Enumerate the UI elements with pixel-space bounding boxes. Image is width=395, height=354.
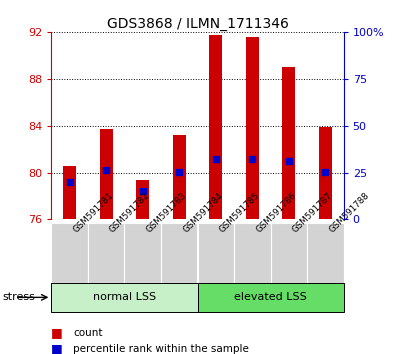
Bar xyxy=(51,283,198,312)
Bar xyxy=(63,166,76,219)
Text: GSM591783: GSM591783 xyxy=(145,190,188,234)
Bar xyxy=(88,223,124,283)
Title: GDS3868 / ILMN_1711346: GDS3868 / ILMN_1711346 xyxy=(107,17,288,31)
Text: GSM591787: GSM591787 xyxy=(291,190,334,234)
Point xyxy=(249,156,256,161)
Text: GSM591784: GSM591784 xyxy=(181,190,225,234)
Text: GSM591785: GSM591785 xyxy=(218,190,261,234)
Bar xyxy=(271,223,307,283)
Text: elevated LSS: elevated LSS xyxy=(234,292,307,302)
Bar xyxy=(307,223,344,283)
Text: GSM591786: GSM591786 xyxy=(254,190,298,234)
Text: normal LSS: normal LSS xyxy=(93,292,156,302)
Bar xyxy=(198,283,344,312)
Point xyxy=(66,179,73,185)
Point xyxy=(286,159,292,164)
Text: ■: ■ xyxy=(51,342,63,354)
Bar xyxy=(246,36,259,219)
Point xyxy=(139,188,146,194)
Text: GSM591781: GSM591781 xyxy=(71,190,115,234)
Bar xyxy=(136,179,149,219)
Text: GSM591788: GSM591788 xyxy=(327,190,371,234)
Bar xyxy=(209,35,222,219)
Text: stress: stress xyxy=(2,292,35,302)
Bar xyxy=(100,129,113,219)
Bar xyxy=(282,67,295,219)
Bar xyxy=(173,135,186,219)
Point xyxy=(103,167,109,173)
Bar xyxy=(51,223,88,283)
Text: count: count xyxy=(73,328,103,338)
Bar xyxy=(198,223,234,283)
Point xyxy=(176,169,182,175)
Point xyxy=(213,156,219,161)
Bar xyxy=(161,223,198,283)
Bar xyxy=(319,127,332,219)
Bar xyxy=(234,223,271,283)
Bar xyxy=(124,223,161,283)
Text: GSM591782: GSM591782 xyxy=(108,190,152,234)
Text: ■: ■ xyxy=(51,326,63,339)
Text: percentile rank within the sample: percentile rank within the sample xyxy=(73,344,249,354)
Point xyxy=(322,169,329,175)
